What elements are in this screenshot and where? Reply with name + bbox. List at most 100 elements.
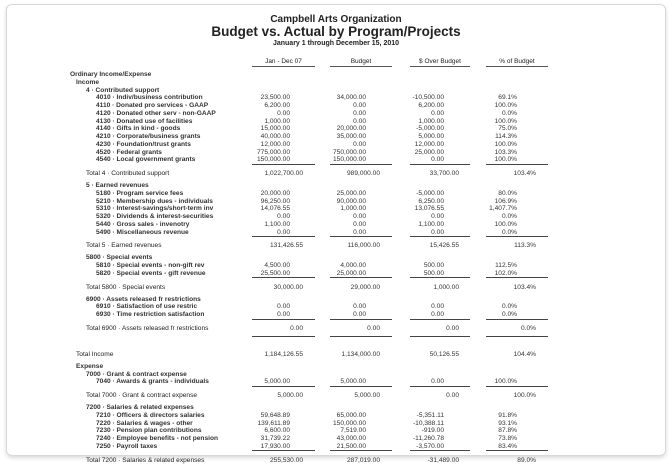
cell-over-budget: 33,700.00: [429, 170, 459, 177]
subtotal-rule: [410, 163, 470, 165]
total-row: Total 7200 · Salaries & related expenses…: [0, 451, 672, 469]
cell-pct-budget: 100.0%: [494, 156, 517, 164]
cell-actual: 23,500.00: [260, 94, 290, 102]
cell-budget: 287,019.00: [346, 456, 380, 464]
table-row: 7220 · Salaries & wages - other 139,611.8…: [0, 420, 672, 428]
cell-budget: 29,000.00: [350, 283, 380, 291]
subtotal-rule: [330, 450, 392, 452]
cell-pct-budget: 0.0%: [501, 311, 517, 318]
table-row: 4110 · Donated pro services - GAAP 6,200.…: [0, 102, 672, 110]
cell-budget: 43,000.00: [336, 435, 366, 442]
cell-actual: 17,930.00: [260, 442, 290, 450]
cell-actual: 14,076.55: [260, 205, 290, 213]
cell-actual: 1,184,126.55: [264, 350, 303, 358]
cell-pct-budget: 100.0%: [513, 392, 536, 399]
cell-actual: 4,500.00: [264, 262, 290, 269]
row-label: 5320 · Dividends & interest-securities: [96, 213, 214, 220]
cell-budget: 65,000.00: [336, 411, 366, 419]
cell-over-budget: 6,200.00: [418, 102, 444, 109]
table-row: 4010 · Indiv/business contribution 23,500…: [0, 94, 672, 102]
section-row: 5800 · Special events: [0, 254, 672, 262]
cell-pct-budget: 113.3%: [514, 242, 536, 250]
cell-pct-budget: 100.0%: [494, 378, 517, 386]
cell-over-budget: -5,351.11: [416, 411, 444, 419]
table-row: 4230 · Foundation/trust grants 12,000.00 0…: [0, 141, 672, 149]
subtotal-rule: [486, 236, 548, 237]
cell-actual: 5,000.00: [277, 392, 303, 399]
cell-budget: 5,000.00: [354, 392, 380, 399]
cell-over-budget: 500.00: [423, 269, 444, 277]
cell-actual: 31,739.22: [260, 435, 290, 442]
row-label: Total 7200 · Salaries & related expenses: [86, 456, 205, 464]
row-label: Total 6900 · Assets released fr restrict…: [86, 324, 209, 332]
cell-over-budget: 1,000.00: [433, 283, 459, 291]
cell-actual: 96,250.00: [260, 197, 290, 205]
column-header-actual: Jan - Dec 07: [252, 58, 315, 67]
subtotal-rule: [410, 318, 470, 320]
cell-over-budget: -10,500.00: [412, 94, 444, 102]
total-row: Total Income 1,184,126.55 1,134,000.00 50,1…: [0, 345, 672, 363]
subtotal-rule: [486, 450, 548, 452]
report-period: January 1 through December 15, 2010: [272, 40, 400, 47]
row-label: 7210 · Officers & directors salaries: [96, 411, 205, 419]
cell-over-budget: 13,076.55: [414, 205, 444, 213]
section-row: 7200 · Salaries & related expenses: [0, 404, 672, 412]
row-label: 7220 · Salaries & wages - other: [96, 419, 193, 427]
row-label: Total 5 · Earned revenues: [86, 242, 162, 250]
cell-pct-budget: 83.4%: [498, 442, 517, 450]
table-row: 7210 · Officers & directors salaries 59,6…: [0, 412, 672, 420]
cell-budget: 35,000.00: [336, 133, 366, 140]
subtotal-rule: [410, 277, 470, 279]
row-label: Total 5800 · Special events: [86, 283, 166, 291]
table-row: 7240 · Employee benefits - not pension 31…: [0, 435, 672, 443]
row-label: 7000 · Grant & contract expense: [86, 370, 187, 378]
table-row: 4520 · Federal grants 775,000.00 750,000.0…: [0, 149, 672, 157]
cell-actual: 20,000.00: [260, 189, 290, 197]
table-row: 7230 · Pension plan contributions 6,600.0…: [0, 427, 672, 435]
cell-pct-budget: 73.8%: [498, 435, 517, 442]
table-row: 5810 · Special events - non-gift rev 4,50…: [0, 262, 672, 270]
cell-budget: 4,000.00: [340, 262, 366, 269]
cell-actual: 15,000.00: [260, 125, 290, 133]
row-label: Total Income: [76, 350, 114, 358]
subtotal-rule: [330, 385, 392, 387]
cell-over-budget: 0.00: [431, 303, 444, 311]
cell-actual: 59,648.89: [260, 411, 290, 419]
table-row: 5210 · Membership dues - individuals 96,2…: [0, 198, 672, 206]
table-row: 7040 · Awards & grants - individuals 5,00…: [0, 378, 672, 387]
report-table: Ordinary Income/Expense Income 4 · Contrib…: [0, 71, 672, 469]
row-label: 6900 · Assets released fr restrictions: [86, 295, 201, 303]
cell-over-budget: 0.00: [431, 378, 444, 386]
cell-budget: 25,000.00: [336, 269, 366, 277]
row-label: 5810 · Special events - non-gift rev: [96, 262, 205, 269]
row-label: 4010 · Indiv/business contribution: [96, 94, 203, 102]
row-label: 5310 · Interest-savings/short-term inv: [96, 205, 214, 213]
cell-budget: 150,000.00: [332, 156, 366, 164]
cell-budget: 7,519.00: [340, 427, 366, 435]
subtotal-rule: [252, 318, 315, 320]
subtotal-rule: [486, 385, 548, 387]
table-row: 5310 · Interest-savings/short-term inv 14…: [0, 205, 672, 213]
row-label: Total 7000 · Grant & contract expense: [86, 392, 198, 399]
cell-over-budget: 0.00: [431, 311, 444, 318]
total-row: Total 4 · Contributed support 1,022,700.0…: [0, 164, 672, 182]
section-row: 5 · Earned revenues: [0, 182, 672, 190]
cell-pct-budget: 103.4%: [513, 170, 536, 177]
subtotal-rule: [252, 385, 315, 387]
row-label: 4230 · Foundation/trust grants: [96, 140, 191, 148]
cell-budget: 0.00: [353, 228, 366, 236]
cell-actual: 139,611.89: [257, 419, 290, 427]
cell-actual: 5,000.00: [264, 378, 290, 386]
row-label: 5180 · Program service fees: [96, 189, 184, 197]
cell-over-budget: 1,100.00: [418, 220, 444, 228]
cell-budget: 5,000.00: [340, 378, 366, 386]
cell-budget: 116,000.00: [347, 242, 380, 250]
row-label: 5490 · Miscellaneous revenue: [96, 228, 189, 236]
cell-budget: 0.00: [353, 303, 366, 311]
row-label: 5800 · Special events: [86, 254, 153, 262]
cell-actual: 255,530.00: [269, 456, 303, 464]
cell-budget: 150,000.00: [332, 419, 366, 427]
cell-over-budget: -3,570.00: [416, 442, 444, 450]
cell-budget: 0.00: [367, 324, 380, 332]
cell-budget: 0.00: [353, 117, 366, 125]
